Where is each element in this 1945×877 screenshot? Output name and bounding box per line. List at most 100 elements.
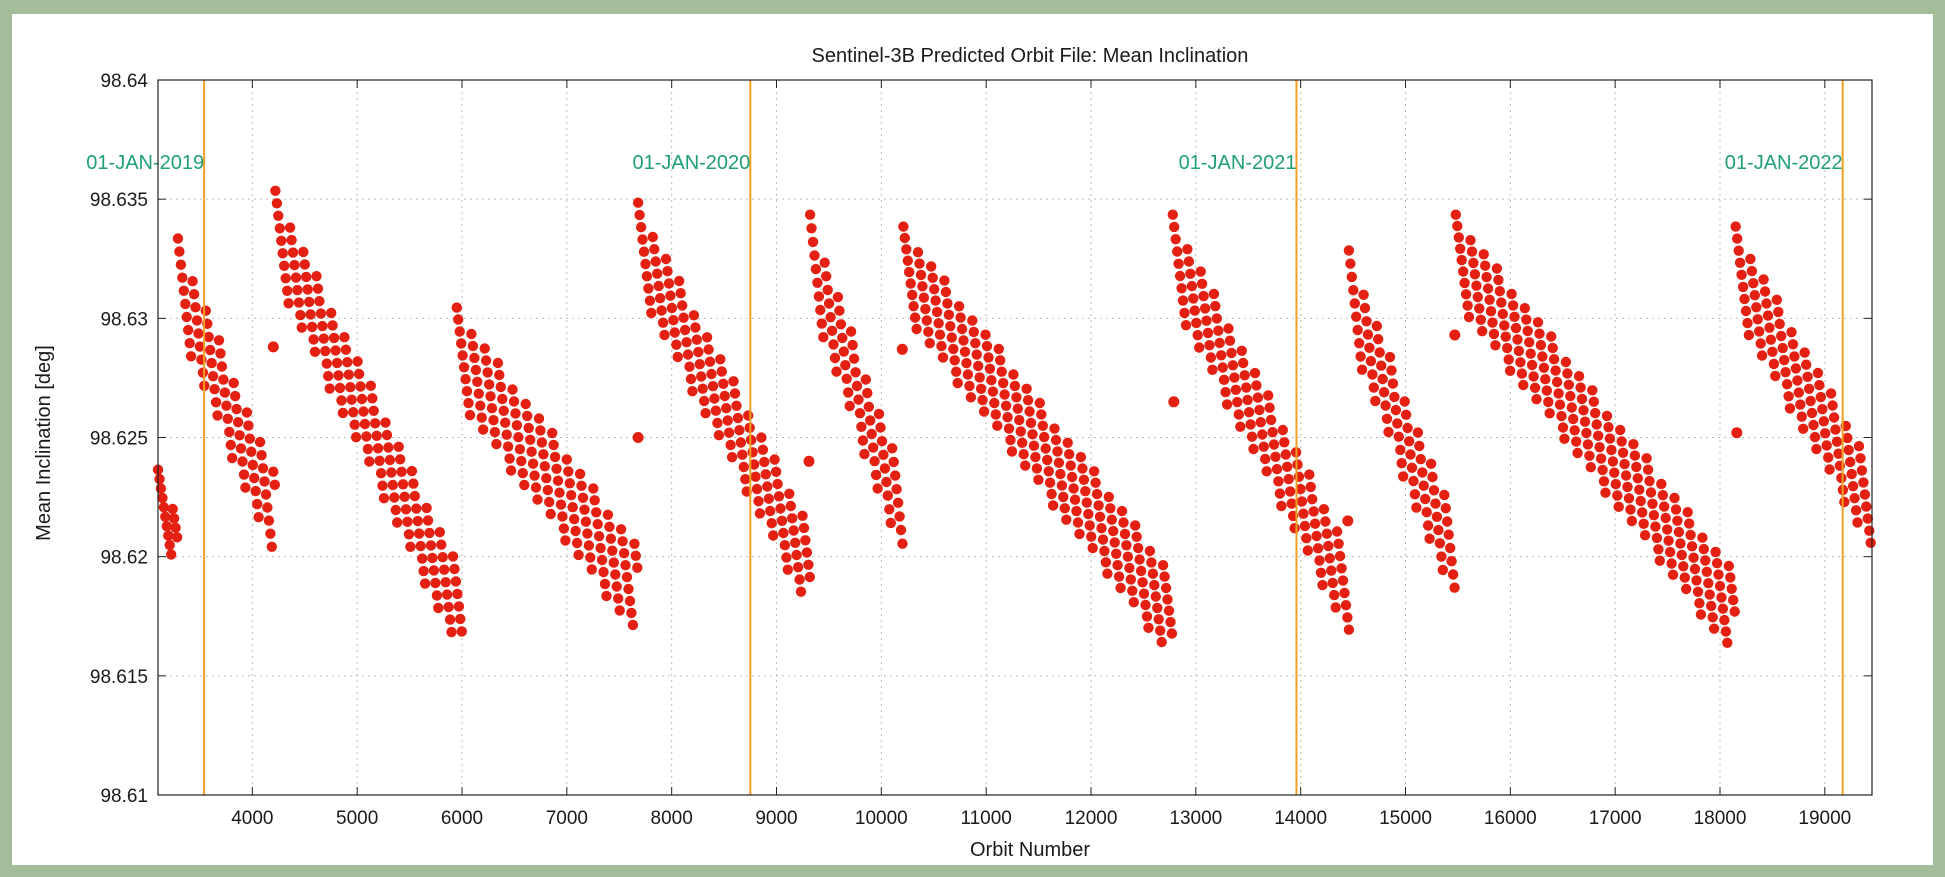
data-point bbox=[1173, 259, 1183, 269]
data-point bbox=[1864, 526, 1874, 536]
data-point bbox=[764, 494, 774, 504]
data-point bbox=[452, 302, 462, 312]
data-point bbox=[1273, 476, 1283, 486]
data-point bbox=[1761, 298, 1771, 308]
data-point bbox=[979, 406, 989, 416]
data-point bbox=[1061, 515, 1071, 525]
data-point bbox=[1521, 314, 1531, 324]
data-point bbox=[1357, 365, 1367, 375]
data-point bbox=[1148, 569, 1158, 579]
data-point bbox=[320, 346, 330, 356]
data-point bbox=[1739, 294, 1749, 304]
data-point bbox=[1269, 439, 1279, 449]
data-point bbox=[259, 476, 269, 486]
data-point bbox=[1201, 316, 1211, 326]
data-point bbox=[1130, 520, 1140, 530]
data-point bbox=[727, 452, 737, 462]
data-point bbox=[588, 483, 598, 493]
data-point bbox=[808, 237, 818, 247]
data-point bbox=[794, 574, 804, 584]
data-point bbox=[995, 355, 1005, 365]
data-point bbox=[853, 394, 863, 404]
data-point bbox=[939, 275, 949, 285]
data-point bbox=[1780, 367, 1790, 377]
data-point bbox=[1558, 422, 1568, 432]
data-point bbox=[1179, 308, 1189, 318]
data-point bbox=[1345, 259, 1355, 269]
data-point bbox=[903, 256, 913, 266]
data-point bbox=[709, 393, 719, 403]
data-point bbox=[497, 394, 507, 404]
data-point bbox=[1041, 443, 1051, 453]
data-point bbox=[288, 247, 298, 257]
data-point bbox=[240, 482, 250, 492]
data-point bbox=[1235, 422, 1245, 432]
data-point bbox=[311, 271, 321, 281]
data-point bbox=[304, 297, 314, 307]
data-point bbox=[1627, 516, 1637, 526]
data-point bbox=[703, 344, 713, 354]
data-point bbox=[1272, 464, 1282, 474]
data-point bbox=[1552, 377, 1562, 387]
data-point bbox=[322, 358, 332, 368]
data-point bbox=[1708, 612, 1718, 622]
data-point bbox=[399, 492, 409, 502]
data-point bbox=[499, 406, 509, 416]
data-point bbox=[706, 369, 716, 379]
data-point bbox=[192, 315, 202, 325]
data-point bbox=[265, 529, 275, 539]
data-point bbox=[1190, 305, 1200, 315]
data-point bbox=[1007, 446, 1017, 456]
data-point bbox=[1263, 390, 1273, 400]
data-point bbox=[922, 315, 932, 325]
data-point bbox=[1328, 578, 1338, 588]
data-point bbox=[1067, 472, 1077, 482]
data-point bbox=[1486, 306, 1496, 316]
data-point bbox=[183, 325, 193, 335]
data-point bbox=[1467, 246, 1477, 256]
data-point bbox=[880, 463, 890, 473]
data-point bbox=[1052, 446, 1062, 456]
data-point bbox=[671, 340, 681, 350]
data-point bbox=[1419, 481, 1429, 491]
data-point bbox=[1388, 378, 1398, 388]
year-marker-label: 01-JAN-2020 bbox=[632, 152, 750, 174]
data-point bbox=[1382, 414, 1392, 424]
data-point bbox=[291, 272, 301, 282]
data-point bbox=[622, 572, 632, 582]
data-point bbox=[1413, 427, 1423, 437]
data-point bbox=[1705, 589, 1715, 599]
x-tick-label: 11000 bbox=[960, 808, 1011, 829]
data-point bbox=[953, 378, 963, 388]
data-point bbox=[1063, 438, 1073, 448]
y-tick-label: 98.625 bbox=[90, 429, 148, 450]
data-point bbox=[283, 298, 293, 308]
data-point bbox=[1498, 309, 1508, 319]
chart-frame: Sentinel-3B Predicted Orbit File: Mean I… bbox=[12, 14, 1933, 865]
data-point bbox=[350, 420, 360, 430]
axes: 98.6198.61598.6298.62598.6398.63598.6440… bbox=[90, 71, 1872, 829]
data-point bbox=[355, 381, 365, 391]
data-point bbox=[1539, 363, 1549, 373]
x-tick-label: 9000 bbox=[755, 808, 797, 829]
data-point bbox=[1556, 411, 1566, 421]
data-point bbox=[1847, 469, 1857, 479]
data-point bbox=[972, 349, 982, 359]
data-point bbox=[1178, 295, 1188, 305]
data-point bbox=[1848, 481, 1858, 491]
data-point bbox=[1852, 517, 1862, 527]
data-point bbox=[1736, 270, 1746, 280]
data-point bbox=[1813, 368, 1823, 378]
x-tick-label: 12000 bbox=[1065, 808, 1118, 829]
data-point bbox=[1596, 453, 1606, 463]
data-point bbox=[1826, 388, 1836, 398]
data-point bbox=[1204, 340, 1214, 350]
data-point bbox=[723, 415, 733, 425]
data-point bbox=[209, 384, 219, 394]
data-point bbox=[901, 244, 911, 254]
data-point bbox=[456, 338, 466, 348]
data-point bbox=[354, 369, 364, 379]
data-point bbox=[750, 472, 760, 482]
data-point bbox=[1262, 466, 1272, 476]
data-point bbox=[1473, 292, 1483, 302]
